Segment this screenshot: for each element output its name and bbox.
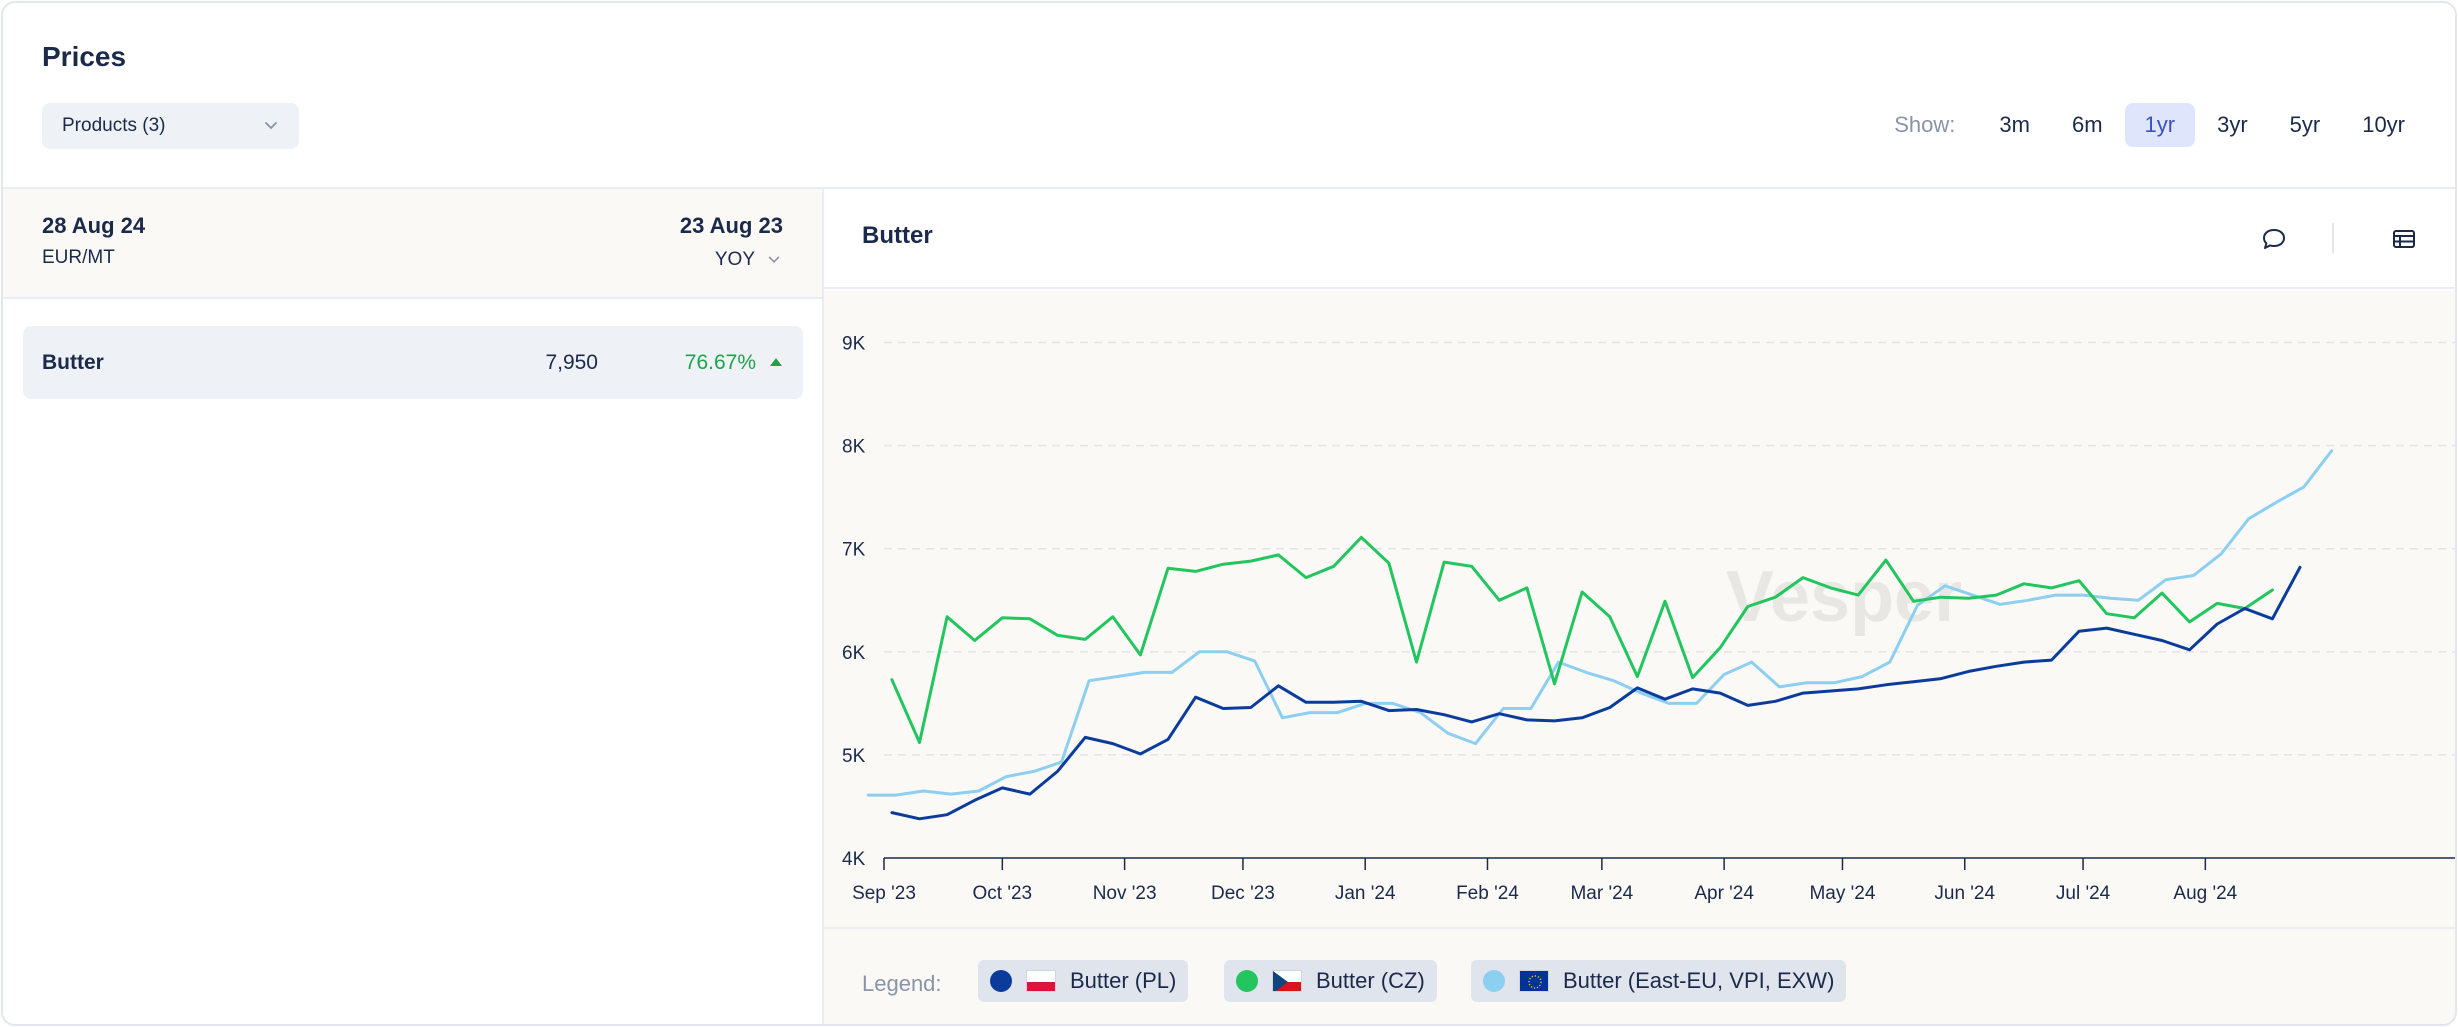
product-name: Butter [42, 350, 104, 374]
watermark-logo: Vesper [1726, 557, 1962, 637]
chart-header: Butter [824, 189, 2455, 289]
compare-date: 23 Aug 23 [679, 213, 783, 238]
trend-up-icon [770, 358, 782, 366]
range-6m-button[interactable]: 6m [2071, 112, 2103, 137]
range-10yr-button[interactable]: 10yr [2362, 112, 2405, 137]
y-tick-label: 8K [842, 437, 866, 458]
legend-label: Legend: [862, 971, 942, 996]
range-selector: Show: 3m 6m 1yr 3yr 5yr 10yr [1894, 103, 2425, 147]
legend-item-label: Butter (PL) [1070, 968, 1177, 993]
page-title: Prices [42, 41, 127, 72]
unit-label: EUR/MT [42, 247, 115, 268]
x-tick-label: Mar '24 [1570, 883, 1633, 904]
products-dropdown[interactable]: Products (3) [42, 103, 299, 149]
divider [3, 187, 2455, 189]
flag-eu-icon [1519, 970, 1549, 992]
x-tick-label: Feb '24 [1456, 883, 1519, 904]
series-line-butter-pl [890, 565, 2302, 821]
chart-title: Butter [862, 222, 933, 249]
comment-icon[interactable] [2256, 221, 2292, 257]
price-list-header: 28 Aug 24 EUR/MT 23 Aug 23 YOY [3, 189, 822, 299]
range-3yr-button[interactable]: 3yr [2217, 112, 2248, 137]
range-1yr-button[interactable]: 1yr [2124, 103, 2196, 147]
products-dropdown-label: Products (3) [62, 115, 166, 136]
table-icon[interactable] [2386, 221, 2422, 257]
legend-item-label: Butter (East-EU, VPI, EXW) [1563, 968, 1835, 993]
range-3m-button[interactable]: 3m [1999, 112, 2030, 137]
price-chart: Vesper 4K 5K 6K 7K 8K 9K Sep '23 Oct '23 Nov '23 D… [842, 334, 2455, 904]
price-list-panel: 28 Aug 24 EUR/MT 23 Aug 23 YOY Butter 7,… [3, 189, 822, 1024]
chevron-down-icon [768, 256, 780, 263]
y-tick-label: 5K [842, 746, 866, 767]
legend: Legend: Butter (PL) Butter (CZ) [824, 927, 2455, 1024]
series-color-dot [1483, 970, 1505, 992]
compare-mode-dropdown[interactable]: YOY [715, 249, 783, 271]
x-tick-label: Nov '23 [1093, 883, 1157, 904]
divider [822, 189, 824, 1024]
legend-item-butter-cz[interactable]: Butter (CZ) [1224, 960, 1437, 1002]
price-row[interactable]: Butter 7,950 76.67% [23, 326, 803, 399]
y-tick-label: 4K [842, 849, 866, 870]
flag-pl-icon [1026, 970, 1056, 992]
x-tick-label: Jul '24 [2056, 883, 2111, 904]
x-tick-label: Sep '23 [852, 883, 916, 904]
toolbar-separator [2332, 223, 2334, 253]
series-color-dot [990, 970, 1012, 992]
legend-item-butter-pl[interactable]: Butter (PL) [978, 960, 1189, 1002]
series-line-butter-cz [890, 535, 2274, 744]
chart-panel: Butter Vesper 4K 5K 6K 7K 8K 9K Sep '23 Oct '23 N… [824, 189, 2455, 1024]
legend-item-label: Butter (CZ) [1316, 968, 1425, 993]
product-change: 76.67% [684, 350, 756, 374]
x-tick-label: Oct '23 [973, 883, 1033, 904]
y-tick-label: 9K [842, 334, 866, 355]
x-tick-label: Jan '24 [1335, 883, 1396, 904]
y-tick-label: 7K [842, 540, 866, 561]
x-tick-label: Apr '24 [1694, 883, 1754, 904]
series-color-dot [1236, 970, 1258, 992]
chevron-down-icon [265, 122, 277, 130]
x-tick-label: May '24 [1809, 883, 1875, 904]
current-date: 28 Aug 24 [42, 213, 146, 238]
plot-area: Vesper 4K 5K 6K 7K 8K 9K Sep '23 Oct '23 Nov '23 D… [824, 291, 2455, 927]
x-tick-label: Aug '24 [2173, 883, 2237, 904]
x-tick-label: Dec '23 [1211, 883, 1275, 904]
y-tick-label: 6K [842, 643, 866, 664]
range-5yr-button[interactable]: 5yr [2289, 112, 2321, 137]
flag-cz-icon [1272, 970, 1302, 992]
compare-mode-label: YOY [714, 249, 755, 270]
product-price: 7,950 [545, 350, 598, 374]
series-line-butter-east-eu [866, 449, 2334, 797]
show-label: Show: [1894, 112, 1956, 137]
legend-item-butter-east-eu[interactable]: Butter (East-EU, VPI, EXW) [1471, 960, 1847, 1002]
x-tick-label: Jun '24 [1934, 883, 1995, 904]
